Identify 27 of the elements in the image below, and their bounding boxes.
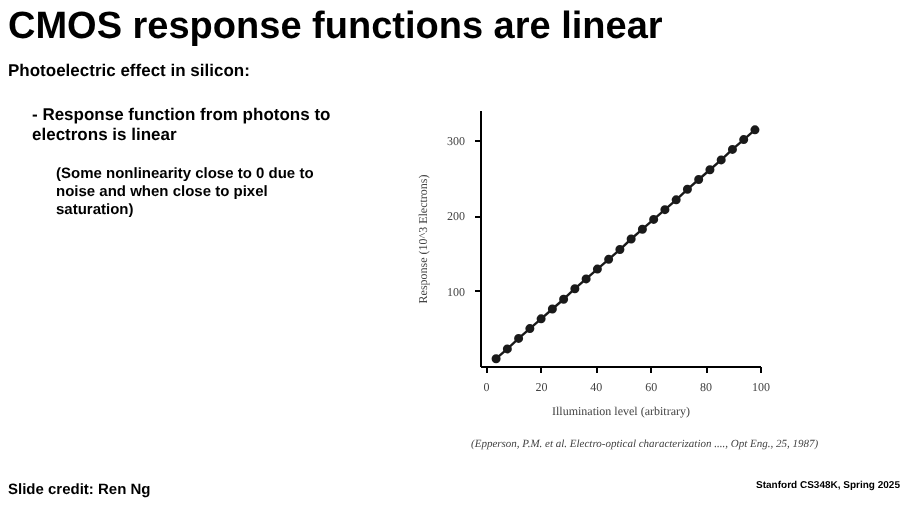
point: [694, 175, 704, 185]
point: [637, 224, 647, 234]
point: [716, 155, 726, 165]
point: [502, 344, 512, 354]
text: - Response function from photons to electrons is linear: [32, 104, 333, 145]
text: Photoelectric effect in silicon:: [8, 60, 250, 81]
point: [604, 254, 614, 264]
point: [592, 264, 602, 274]
point: [491, 354, 501, 364]
point: [615, 245, 625, 255]
point: [739, 135, 749, 145]
point: [727, 144, 737, 154]
point: [536, 314, 546, 324]
point: [705, 165, 715, 175]
chart-title: CMOS response functions are linear: [8, 4, 663, 52]
point: [750, 125, 760, 135]
point: [581, 274, 591, 284]
point: [626, 234, 636, 244]
point: [547, 304, 557, 314]
point: [660, 205, 670, 215]
point: [525, 324, 535, 334]
point: [671, 195, 681, 205]
point: [649, 214, 659, 224]
point: [682, 184, 692, 194]
point: [559, 294, 569, 304]
point: [570, 284, 580, 294]
point: [514, 333, 524, 343]
